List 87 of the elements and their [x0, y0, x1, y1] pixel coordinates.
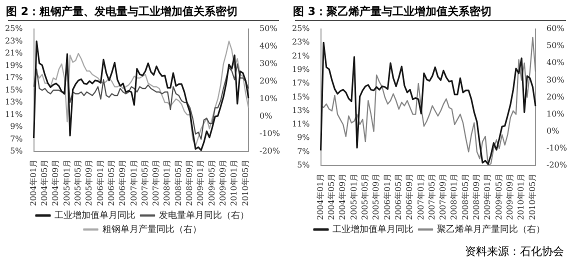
x-tick-label: 2007年09月 [152, 159, 161, 206]
y-tick-label: 17% [5, 73, 24, 82]
y-tick-label: 17% [292, 78, 310, 88]
y-tick-label: 13% [292, 106, 310, 115]
x-tick-label: 2005年01月 [62, 159, 72, 206]
x-tick-label: 2008年05月 [174, 159, 183, 206]
y2-tick-label: 10% [546, 109, 565, 118]
y2-tick-label: 50% [260, 24, 278, 34]
x-tick-label: 2008年09月 [472, 173, 482, 220]
x-tick-label: 2005年05月 [73, 159, 82, 206]
y2-tick-label: 20% [546, 92, 565, 102]
y-tick-label: 15% [292, 92, 310, 102]
y-tick-label: 11% [5, 110, 24, 119]
y-tick-label: 21% [292, 51, 310, 60]
x-tick-label: 2009年05月 [494, 173, 504, 220]
legend-label: 粗钢单月产量同比（右） [102, 224, 202, 235]
x-tick-label: 2004年09月 [338, 173, 348, 220]
y-tick-label: 21% [5, 48, 24, 58]
y2-tick-label: 0% [260, 112, 273, 121]
x-tick-label: 2010年01月 [516, 173, 526, 220]
x-tick-label: 2004年05月 [327, 173, 336, 220]
y-tick-label: 15% [5, 85, 24, 94]
y-tick-label: 13% [5, 98, 24, 107]
y-tick-label: 23% [292, 38, 310, 47]
y2-tick-label: 0% [546, 126, 560, 136]
legend-label: 发电量单月同比（右） [159, 210, 249, 221]
y2-tick-label: 10% [260, 94, 278, 104]
y-tick-label: 9% [10, 122, 24, 132]
text: 资料来源：石化协会 [464, 244, 565, 258]
x-tick-label: 2007年09月 [438, 173, 448, 220]
y-tick-label: 25% [5, 24, 24, 34]
chart-title: 图 2：粗钢产量、发电量与工业增加值关系密切 [6, 4, 238, 20]
x-tick-label: 2010年01月 [230, 159, 239, 206]
x-tick-label: 2007年01月 [416, 173, 426, 220]
y2-tick-label: -20% [260, 146, 280, 156]
x-tick-label: 2008年05月 [460, 173, 470, 220]
y2-tick-label: -20% [546, 160, 568, 170]
y-tick-label: 7% [10, 134, 24, 144]
x-tick-label: 2006年01月 [382, 173, 392, 220]
x-tick-label: 2006年05月 [106, 159, 116, 206]
y2-tick-label: -10% [260, 129, 280, 138]
x-tick-label: 2005年09月 [84, 159, 94, 206]
y2-tick-label: 50% [546, 41, 565, 50]
x-tick-label: 2009年05月 [207, 159, 216, 206]
y-tick-label: 19% [5, 60, 24, 70]
y2-tick-label: 20% [260, 76, 278, 86]
y-tick-label: 25% [292, 24, 310, 34]
y2-tick-label: -10% [546, 143, 568, 152]
x-tick-label: 2004年01月 [316, 173, 325, 220]
x-tick-label: 2004年09月 [51, 159, 60, 206]
x-tick-label: 2008年01月 [450, 173, 459, 220]
x-tick-label: 2006年09月 [118, 159, 128, 206]
x-tick-label: 2009年01月 [483, 173, 492, 220]
x-tick-label: 2008年01月 [162, 159, 172, 206]
y2-tick-label: 60% [546, 24, 565, 34]
x-tick-label: 2006年01月 [96, 159, 105, 206]
y-tick-label: 7% [297, 146, 310, 156]
legend-label: 工业增加值单月同比 [54, 210, 136, 221]
y2-tick-label: 30% [546, 75, 565, 84]
x-tick-label: 2006年05月 [394, 173, 403, 220]
y-tick-label: 19% [292, 65, 310, 74]
x-tick-label: 2007年01月 [129, 159, 138, 206]
x-tick-label: 2007年05月 [427, 173, 436, 220]
x-tick-label: 2010年05月 [240, 159, 250, 206]
y-tick-label: 9% [297, 133, 310, 142]
y2-tick-label: 40% [260, 42, 278, 51]
x-tick-label: 2007年05月 [140, 159, 150, 206]
x-tick-label: 2006年09月 [405, 173, 414, 220]
x-tick-label: 2009年09月 [505, 173, 514, 220]
x-tick-label: 2010年05月 [528, 173, 537, 220]
y2-tick-label: 30% [260, 59, 278, 68]
y-tick-label: 5% [297, 160, 310, 170]
y-tick-label: 11% [292, 120, 310, 129]
x-tick-label: 2009年01月 [196, 159, 206, 206]
x-tick-label: 2005年05月 [360, 173, 370, 220]
y2-tick-label: 40% [546, 58, 565, 68]
x-tick-label: 2004年01月 [28, 159, 38, 206]
x-tick-label: 2009年09月 [218, 159, 228, 206]
x-tick-label: 2004年05月 [40, 159, 50, 206]
x-tick-label: 2008年09月 [185, 159, 194, 206]
x-tick-label: 2005年09月 [372, 173, 381, 220]
x-tick-label: 2005年01月 [349, 173, 358, 220]
chart-title: 图 3：聚乙烯产量与工业增加值关系密切 [293, 4, 492, 20]
y-tick-label: 23% [5, 36, 24, 46]
legend-label: 工业增加值单月同比 [332, 224, 414, 235]
legend-label: 聚乙烯单月产量同比（右） [437, 224, 545, 235]
y-tick-label: 5% [10, 146, 24, 156]
